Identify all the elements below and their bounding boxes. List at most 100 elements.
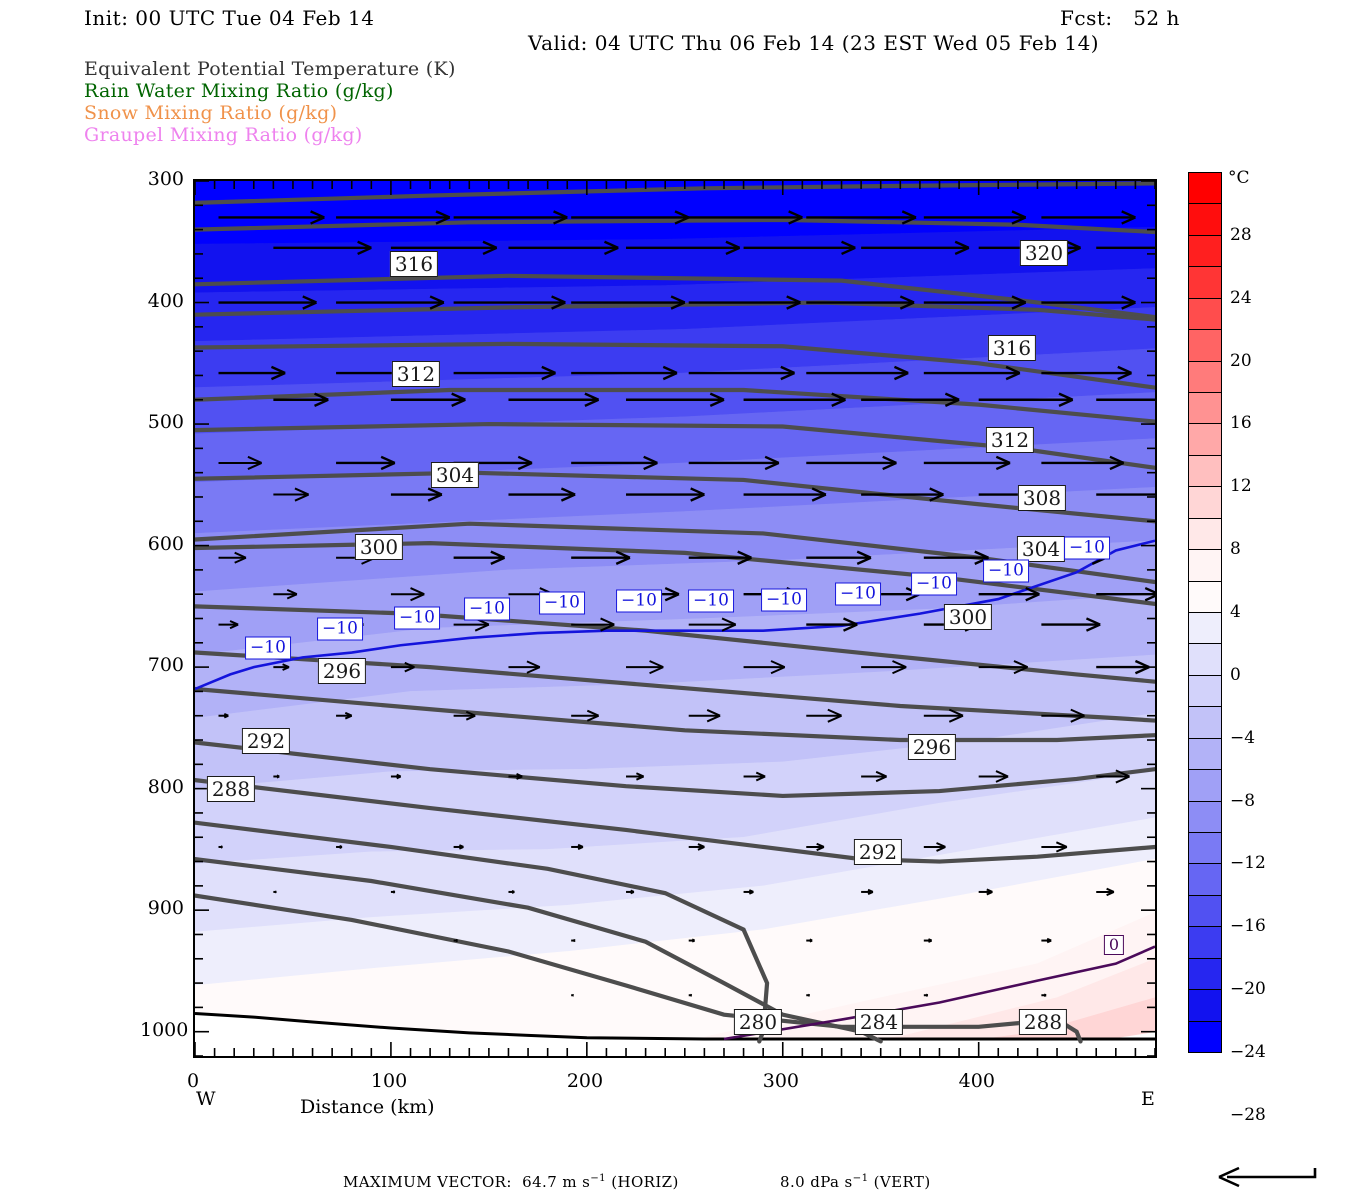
theta-e-contour-label: 300 [943, 604, 993, 630]
terrain-line [195, 1011, 1155, 1041]
wind-vector-head [928, 938, 933, 943]
colorbar-cell [1188, 360, 1222, 393]
x-axis-title: Distance (km) [300, 1096, 435, 1118]
wind-vector-head [404, 661, 415, 673]
theta-e-contour [195, 604, 1155, 684]
theta-e-contour [195, 273, 1155, 320]
wind-vector-head [630, 889, 635, 895]
colorbar-unit-label: °C [1228, 168, 1250, 188]
cross-section-plot[interactable]: 320 316 316 312 312 308 304 304 300 300 296 296 292 2… [193, 179, 1157, 1058]
wind-vector-head [1144, 586, 1155, 602]
temperature-contour-zero [723, 945, 1155, 1041]
wind-vector-head [302, 295, 317, 310]
wind-vector-head [674, 210, 690, 225]
colorbar-cell [1188, 800, 1222, 833]
plot-area[interactable] [193, 179, 1157, 1058]
wind-vector-head [603, 240, 619, 256]
wind-vector-head [1085, 617, 1101, 632]
wind-vector-head [811, 487, 827, 502]
wind-vector-head [755, 771, 766, 782]
colorbar-tick-label: 28 [1230, 224, 1252, 245]
minus-ten-contour-label: −10 [761, 588, 807, 612]
terrain-fill [195, 1013, 1155, 1056]
wind-vector-head [577, 843, 584, 851]
wind-vector-head [788, 210, 803, 225]
colorbar-cell [1188, 297, 1222, 331]
maxvec-h-main: MAXIMUM VECTOR: 64.7 m s [343, 1173, 591, 1191]
wind-vector-head [721, 617, 737, 632]
theta-e-contour [195, 778, 1155, 864]
theta-e-contour-label: 312 [985, 427, 1035, 453]
y-tick-label: 1000 [140, 1018, 189, 1041]
wind-vector-head [875, 770, 887, 783]
maxvec-v-exponent: −1 [852, 1173, 869, 1184]
colorbar-tick-label: 12 [1230, 476, 1252, 497]
wind-vector-head [690, 487, 705, 502]
wind-vector-head [843, 617, 858, 632]
wind-vector-head [954, 240, 970, 256]
wind-vector-head [482, 240, 498, 256]
wind-vector-head [1109, 455, 1125, 471]
wind-vector-head [807, 993, 811, 997]
theta-e-contour-label: 296 [907, 734, 957, 760]
zero-degree-contour-label: 0 [1103, 935, 1125, 955]
x-tick-label: 400 [958, 1070, 995, 1092]
minus-ten-contour-label: −10 [688, 589, 734, 613]
wind-vector-head [1070, 708, 1085, 723]
wind-vector-head [526, 660, 541, 674]
wind-vector-head [867, 888, 874, 896]
theta-e-contour-label: 312 [391, 361, 441, 387]
theta-e-contour-label: 292 [853, 839, 903, 865]
theta-e-contour [195, 686, 1155, 743]
theta-e-contour [195, 341, 1155, 390]
colorbar-cell [1188, 549, 1222, 582]
temperature-band [195, 438, 1155, 534]
theta-e-contour-label: 320 [1019, 240, 1069, 266]
theta-e-contour [195, 421, 1155, 470]
theta-e-contour-label: 288 [1018, 1009, 1068, 1035]
wind-vector-head [899, 295, 915, 310]
colorbar-cell [1188, 454, 1222, 488]
wind-vector-head [649, 660, 664, 675]
minus-ten-contour-label: −10 [539, 591, 585, 615]
wind-vector-head [517, 455, 533, 471]
wind-vector-head [380, 455, 396, 471]
theta-e-contour-label: 284 [854, 1009, 904, 1035]
colorbar-tick-label: −8 [1230, 790, 1256, 811]
y-tick-label: 300 [147, 168, 184, 190]
wind-vector-head [234, 551, 247, 564]
wind-vector-head [786, 295, 801, 310]
wind-vector-head [662, 365, 678, 381]
colorbar-tick-label: 20 [1230, 350, 1252, 371]
colorbar-cell [1188, 1020, 1222, 1053]
x-tick-label: 300 [762, 1070, 800, 1092]
colorbar-cell [1188, 957, 1222, 991]
wind-vector-head [396, 773, 402, 780]
x-tick-label: 0 [186, 1070, 200, 1092]
theta-e-contour-label: 296 [317, 658, 367, 684]
colorbar-cell [1188, 423, 1222, 456]
colorbar-cell [1188, 392, 1222, 425]
minus-ten-contour-label: −10 [1064, 536, 1110, 560]
west-label: W [196, 1088, 216, 1110]
wind-vector-head [600, 617, 615, 632]
wind-vector-head [986, 888, 993, 896]
wind-vector-head [893, 365, 909, 381]
wind-vector-head [339, 844, 343, 849]
colorbar-cell [1188, 674, 1222, 708]
wind-vector-head [664, 586, 680, 602]
wind-vector-head [516, 773, 523, 780]
colorbar-cell [1188, 172, 1222, 205]
colorbar-cell [1188, 203, 1222, 236]
wind-vector-head [1058, 392, 1074, 407]
colorbar-tick-label: −28 [1230, 1104, 1266, 1125]
colorbar-tick-label: −16 [1230, 916, 1266, 937]
wind-vector-head [995, 770, 1009, 783]
max-vector-horizontal-text: MAXIMUM VECTOR: 64.7 m s−1 (HORIZ) [343, 1173, 679, 1191]
wind-vector-head [1011, 210, 1027, 225]
wind-vector-head [925, 993, 929, 997]
wind-vector-head [1011, 295, 1027, 310]
wind-vector-head [841, 240, 856, 256]
wind-vector-head [725, 240, 741, 256]
temperature-colorbar[interactable]: 28 24 20 16 12 8 4 0 −4 −8 −12 −16 −20 −24 −28 [1188, 172, 1266, 1125]
